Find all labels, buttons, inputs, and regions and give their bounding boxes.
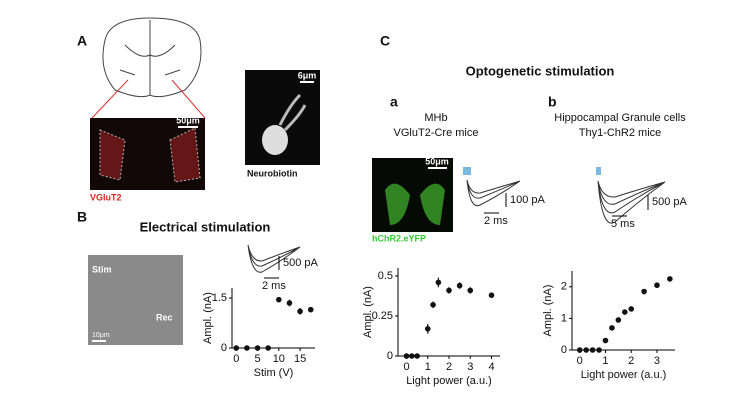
point [254,345,261,351]
point [667,276,673,282]
point [596,347,602,353]
y-tick-label: 0 [561,344,567,356]
point [609,325,615,331]
point [233,345,240,351]
light-pulse [596,167,601,175]
panel-label: a [390,94,398,110]
point [403,353,410,359]
point [435,279,442,286]
x-axis-label: Light power (a.u.) [581,369,667,381]
x-axis-label: Stim (V) [254,367,294,379]
point [424,326,431,332]
point [488,292,495,299]
point [654,282,660,289]
point [628,306,635,312]
scale-label: 50μm [176,115,200,125]
point [641,288,647,295]
x-tick-label: 15 [294,353,306,365]
subpanel-title: MHb [424,112,447,124]
x-tick-label: 1 [425,361,431,373]
image-region [385,183,445,225]
y-axis-label: Ampl. (nA) [542,285,554,337]
subpanel-subtitle: Thy1-ChR2 mice [579,127,662,139]
y-tick-label: 2 [561,281,567,293]
y-tick-label: 1.5 [212,292,227,304]
x-tick-label: 10 [273,353,285,365]
dendrites [278,93,307,132]
point [265,345,271,351]
point [297,308,303,315]
y-tick-label: 1 [561,312,567,324]
point [414,353,420,359]
panel-label: C [380,33,390,49]
point [615,317,622,323]
scale-label: 10μm [92,332,110,339]
point [286,300,293,306]
image-label: Neurobiotin [247,168,298,178]
x-tick-label: 2 [628,355,634,367]
subpanel-subtitle: VGluT2-Cre mice [394,127,479,139]
panel-label: A [77,33,87,49]
point [602,337,609,344]
scale-label: 100 pA [510,194,546,206]
x-tick-label: 3 [467,361,473,373]
point [244,345,250,351]
cell-body [262,125,288,155]
x-axis-label: Light power (a.u.) [406,375,492,387]
point [276,296,282,303]
scale-label: 2 ms [484,215,508,227]
y-axis-label: Ampl. (nA) [202,292,214,344]
panel-title: Electrical stimulation [140,219,271,234]
brain-outline [102,17,202,98]
rec-label: Rec [156,312,173,322]
y-tick-label: 0 [387,350,393,362]
x-tick-label: 3 [654,355,660,367]
y-tick-label: 0.5 [378,270,393,282]
point [409,353,415,359]
subpanel-title: Hippocampal Granule cells [554,112,686,124]
scale-label: 5 ms [611,218,635,230]
scale-label: 500 pA [652,196,688,208]
point [576,347,583,353]
point [307,306,314,313]
trace [466,179,521,207]
image-label: VGluT2 [90,192,122,202]
scale-label: 2 ms [262,280,286,292]
point [589,347,596,353]
x-tick-label: 0 [233,353,239,365]
light-pulse [463,167,471,175]
scale-label: 500 pA [283,257,319,269]
stim-label: Stim [92,264,112,274]
y-axis-label: Ampl. (nA) [362,286,374,338]
x-tick-label: 4 [488,361,494,373]
x-tick-label: 0 [403,361,409,373]
y-tick-label: 0.25 [372,310,393,322]
scale-label: 50μm [425,156,449,166]
trace [247,244,301,273]
point [583,347,589,353]
image-region [99,127,201,183]
panel-title: Optogenetic stimulation [466,63,615,78]
point [467,287,474,294]
scale-label: 6μm [298,70,317,80]
panel-label: b [548,94,557,110]
x-tick-label: 0 [577,355,583,367]
y-tick-label: 0 [221,342,227,354]
point [456,282,463,289]
x-tick-label: 5 [254,353,260,365]
panel-label: B [77,209,87,225]
x-tick-label: 2 [446,361,452,373]
x-tick-label: 1 [602,355,608,367]
point [430,302,436,308]
trace [597,180,666,224]
zoom-lines [91,79,206,119]
point [446,287,452,294]
slice-image [88,255,183,345]
point [621,309,628,315]
image-label: hChR2.eYFP [372,233,426,243]
